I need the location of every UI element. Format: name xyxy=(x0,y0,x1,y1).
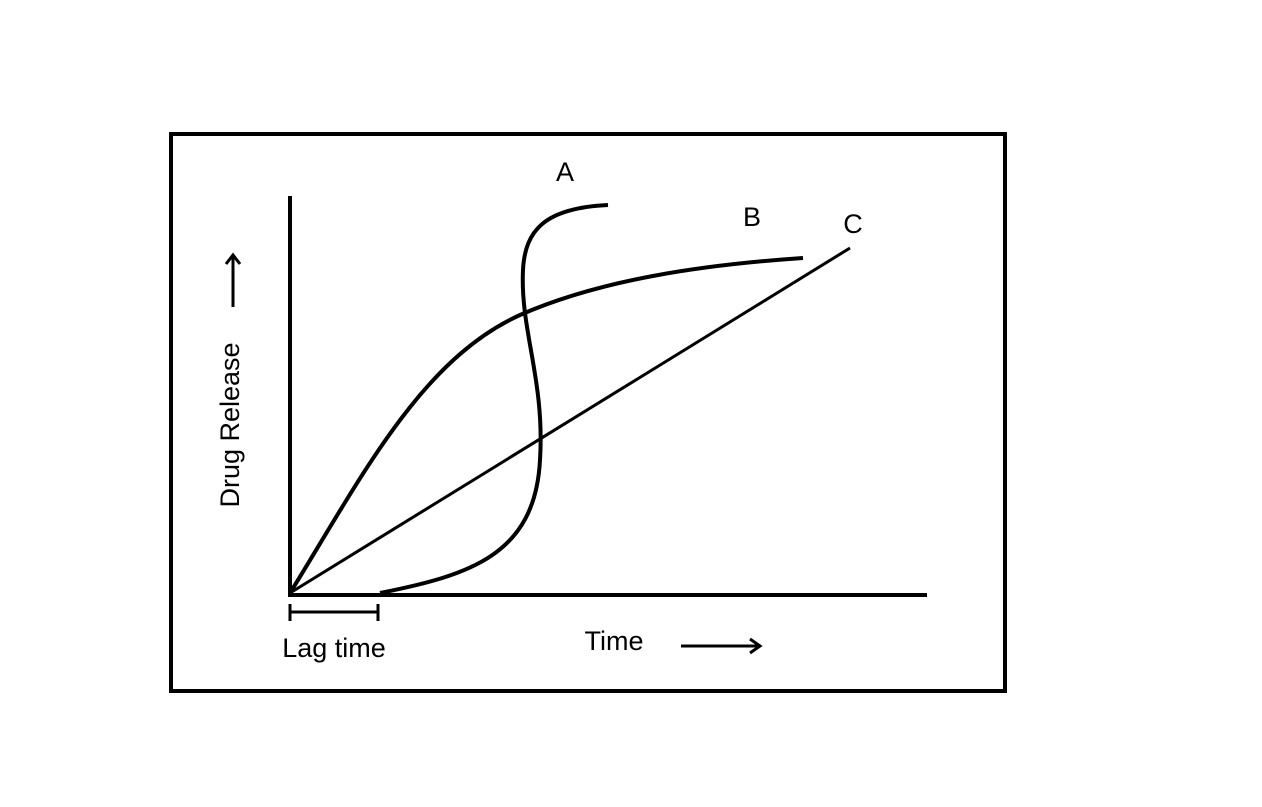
label-a: A xyxy=(556,157,574,187)
frame xyxy=(169,132,1007,693)
lag-bracket xyxy=(288,604,380,621)
label-b: B xyxy=(743,202,761,232)
x-axis-label: Time xyxy=(585,626,644,656)
curve-c xyxy=(289,246,851,595)
label-c: C xyxy=(843,209,863,239)
y-axis-label: Drug Release xyxy=(215,342,245,507)
curve-a xyxy=(379,203,609,595)
lag-label: Lag time xyxy=(282,633,386,663)
curve-b xyxy=(288,256,804,595)
x-arrow xyxy=(681,637,763,655)
y-arrow xyxy=(224,252,242,307)
